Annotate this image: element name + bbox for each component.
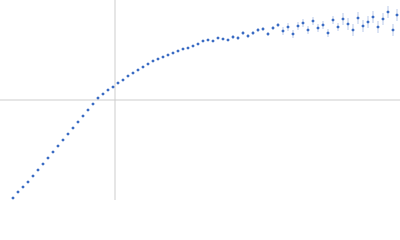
data-point <box>106 88 110 92</box>
data-point <box>91 102 95 106</box>
data-point <box>116 81 120 85</box>
data-point <box>276 23 280 27</box>
data-point <box>241 31 245 35</box>
data-point <box>356 16 360 20</box>
data-point <box>141 65 145 69</box>
data-point <box>281 29 285 33</box>
data-point <box>46 156 50 160</box>
data-point <box>391 28 395 32</box>
data-point <box>76 120 80 124</box>
data-point <box>371 15 375 19</box>
data-point <box>296 24 300 28</box>
data-point <box>151 59 155 63</box>
data-point <box>266 32 270 36</box>
data-point <box>181 47 185 51</box>
data-point <box>191 44 195 48</box>
data-point <box>121 78 125 82</box>
data-point <box>246 34 250 38</box>
data-point <box>286 25 290 29</box>
data-point <box>16 190 20 194</box>
data-point <box>311 19 315 23</box>
data-point <box>126 74 130 78</box>
data-point <box>346 22 350 26</box>
data-point <box>301 21 305 25</box>
data-point <box>186 46 190 50</box>
data-point <box>56 144 60 148</box>
data-point <box>111 85 115 89</box>
data-point <box>71 126 75 130</box>
data-point <box>131 71 135 75</box>
data-point <box>66 132 70 136</box>
data-point <box>196 42 200 46</box>
data-point <box>11 196 15 200</box>
data-point <box>341 17 345 21</box>
chart <box>0 0 400 200</box>
data-point <box>146 62 150 66</box>
data-point <box>31 174 35 178</box>
data-point <box>321 23 325 27</box>
data-point <box>231 35 235 39</box>
data-point <box>271 26 275 30</box>
data-point <box>386 10 390 14</box>
data-point <box>326 31 330 35</box>
data-point <box>41 162 45 166</box>
data-point <box>331 18 335 22</box>
data-point <box>166 53 170 57</box>
page: (() => { const data = JSON.parse(documen… <box>0 0 400 200</box>
data-point <box>61 138 65 142</box>
data-point <box>96 96 100 100</box>
data-point <box>161 55 165 59</box>
data-point <box>336 25 340 29</box>
data-point <box>221 37 225 41</box>
data-point <box>86 108 90 112</box>
data-point <box>351 28 355 32</box>
data-point <box>376 25 380 29</box>
data-point <box>171 51 175 55</box>
data-point <box>306 28 310 32</box>
data-point <box>236 36 240 40</box>
data-point <box>176 49 180 53</box>
data-point <box>366 20 370 24</box>
data-point <box>201 39 205 43</box>
data-point <box>206 38 210 42</box>
data-point <box>261 27 265 31</box>
data-point <box>226 38 230 42</box>
data-point <box>51 150 55 154</box>
data-point <box>156 57 160 61</box>
data-point <box>36 168 40 172</box>
data-point <box>395 13 399 17</box>
data-point <box>81 114 85 118</box>
data-point <box>251 31 255 35</box>
data-point <box>291 32 295 36</box>
data-point <box>316 26 320 30</box>
data-point <box>26 180 30 184</box>
data-point <box>101 92 105 96</box>
data-point <box>216 36 220 40</box>
data-point <box>136 68 140 72</box>
data-point <box>381 17 385 21</box>
data-point <box>21 185 25 189</box>
data-point <box>361 24 365 28</box>
data-point <box>211 39 215 43</box>
data-point <box>256 28 260 32</box>
